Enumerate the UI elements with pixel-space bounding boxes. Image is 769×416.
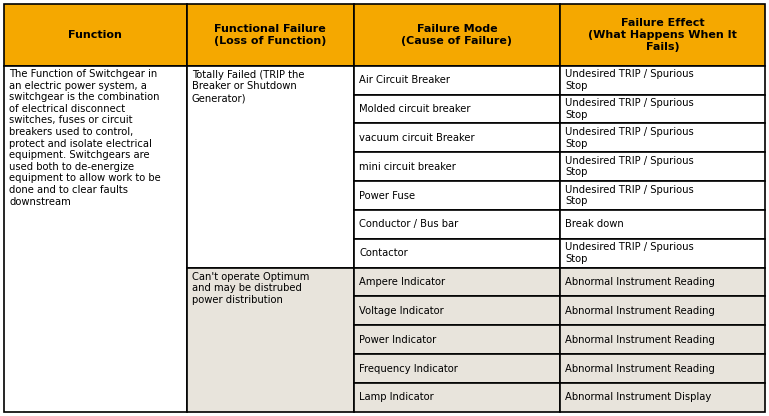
- Bar: [354, 124, 560, 152]
- Bar: [560, 267, 765, 297]
- Text: vacuum circuit Breaker: vacuum circuit Breaker: [359, 133, 475, 143]
- Bar: [354, 383, 560, 412]
- Text: Break down: Break down: [565, 219, 624, 229]
- Bar: [354, 66, 560, 94]
- Bar: [560, 66, 765, 94]
- Text: Failure Effect
(What Happens When It
Fails): Failure Effect (What Happens When It Fai…: [588, 18, 737, 52]
- Bar: [354, 4, 560, 66]
- Text: Abnormal Instrument Reading: Abnormal Instrument Reading: [565, 364, 715, 374]
- Bar: [4, 66, 187, 412]
- Text: Voltage Indicator: Voltage Indicator: [359, 306, 444, 316]
- Bar: [560, 383, 765, 412]
- Bar: [560, 124, 765, 152]
- Bar: [560, 94, 765, 124]
- Bar: [560, 4, 765, 66]
- Text: mini circuit breaker: mini circuit breaker: [359, 162, 456, 172]
- Bar: [560, 210, 765, 239]
- Text: Undesired TRIP / Spurious
Stop: Undesired TRIP / Spurious Stop: [565, 127, 694, 149]
- Text: Power Indicator: Power Indicator: [359, 335, 437, 345]
- Text: Undesired TRIP / Spurious
Stop: Undesired TRIP / Spurious Stop: [565, 98, 694, 120]
- Bar: [354, 239, 560, 267]
- Bar: [560, 354, 765, 383]
- Text: Power Fuse: Power Fuse: [359, 191, 415, 201]
- Text: Lamp Indicator: Lamp Indicator: [359, 392, 434, 402]
- Text: Air Circuit Breaker: Air Circuit Breaker: [359, 75, 451, 85]
- Text: Contactor: Contactor: [359, 248, 408, 258]
- Bar: [560, 181, 765, 210]
- Bar: [187, 66, 354, 267]
- Bar: [4, 4, 187, 66]
- Bar: [354, 267, 560, 297]
- Text: Function: Function: [68, 30, 122, 40]
- Bar: [187, 4, 354, 66]
- Bar: [354, 297, 560, 325]
- Text: Conductor / Bus bar: Conductor / Bus bar: [359, 219, 458, 229]
- Text: Failure Mode
(Cause of Failure): Failure Mode (Cause of Failure): [401, 24, 512, 46]
- Bar: [354, 325, 560, 354]
- Text: Abnormal Instrument Reading: Abnormal Instrument Reading: [565, 335, 715, 345]
- Bar: [560, 152, 765, 181]
- Text: Abnormal Instrument Reading: Abnormal Instrument Reading: [565, 306, 715, 316]
- Bar: [187, 66, 354, 267]
- Bar: [4, 66, 187, 412]
- Bar: [4, 267, 765, 412]
- Bar: [354, 94, 560, 124]
- Text: Ampere Indicator: Ampere Indicator: [359, 277, 445, 287]
- Bar: [560, 297, 765, 325]
- Bar: [354, 210, 560, 239]
- Text: Undesired TRIP / Spurious
Stop: Undesired TRIP / Spurious Stop: [565, 69, 694, 91]
- Bar: [354, 152, 560, 181]
- Bar: [354, 181, 560, 210]
- Text: Frequency Indicator: Frequency Indicator: [359, 364, 458, 374]
- Text: Abnormal Instrument Display: Abnormal Instrument Display: [565, 392, 711, 402]
- Bar: [187, 267, 354, 412]
- Text: Molded circuit breaker: Molded circuit breaker: [359, 104, 471, 114]
- Bar: [354, 354, 560, 383]
- Bar: [560, 239, 765, 267]
- Text: Can't operate Optimum
and may be distrubed
power distribution: Can't operate Optimum and may be distrub…: [192, 272, 309, 305]
- Bar: [560, 325, 765, 354]
- Text: Functional Failure
(Loss of Function): Functional Failure (Loss of Function): [214, 24, 327, 46]
- Text: Abnormal Instrument Reading: Abnormal Instrument Reading: [565, 277, 715, 287]
- Text: Undesired TRIP / Spurious
Stop: Undesired TRIP / Spurious Stop: [565, 185, 694, 206]
- Text: The Function of Switchgear in
an electric power system, a
switchgear is the comb: The Function of Switchgear in an electri…: [9, 69, 161, 207]
- Text: Undesired TRIP / Spurious
Stop: Undesired TRIP / Spurious Stop: [565, 243, 694, 264]
- Text: Totally Failed (TRIP the
Breaker or Shutdown
Generator): Totally Failed (TRIP the Breaker or Shut…: [192, 70, 305, 103]
- Text: Undesired TRIP / Spurious
Stop: Undesired TRIP / Spurious Stop: [565, 156, 694, 178]
